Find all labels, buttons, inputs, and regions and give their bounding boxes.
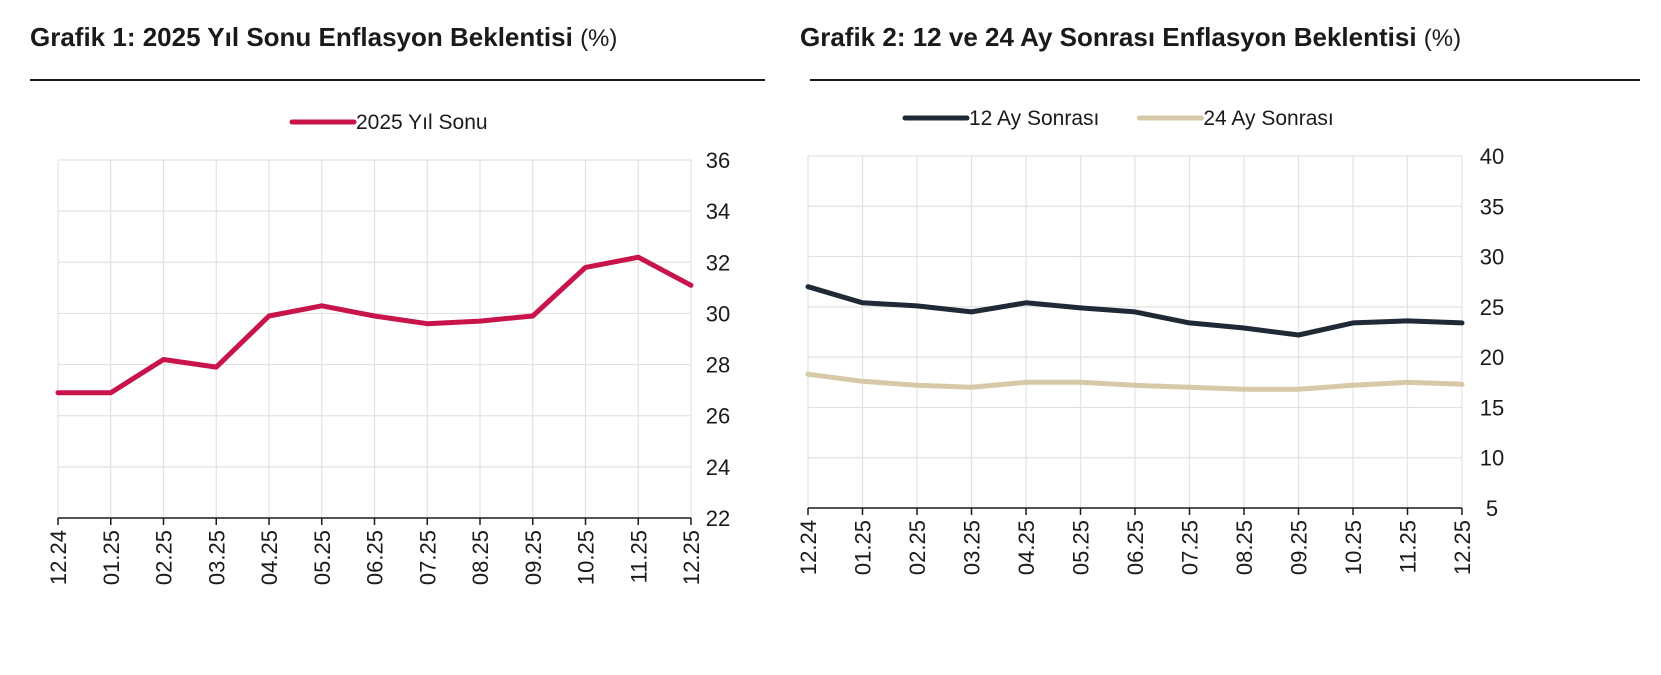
chart-2-x-tick-label: 10.25 — [1341, 520, 1366, 575]
chart-2-x-tick-label: 11.25 — [1396, 520, 1421, 573]
chart-1-x-tick-label: 01.25 — [99, 530, 124, 585]
chart-2-x-tick-label: 02.25 — [905, 520, 930, 575]
chart-1-x-tick-label: 07.25 — [415, 530, 440, 585]
chart-1-y-tick-label: 26 — [706, 404, 730, 429]
chart-2-x-tick-label: 06.25 — [1123, 520, 1148, 575]
chart-2-x-tick-label: 04.25 — [1014, 520, 1039, 575]
chart-2-x-tick-label: 12.24 — [796, 520, 821, 575]
chart-1-x-tick-label: 05.25 — [310, 530, 335, 585]
chart-1-x-tick-label: 12.25 — [679, 530, 704, 585]
chart-1-x-tick-label: 06.25 — [363, 530, 388, 585]
chart-1-unit: (%) — [580, 25, 618, 52]
chart-2-y-tick-label: 25 — [1480, 295, 1504, 320]
chart-2-series-1-line — [805, 284, 1465, 338]
chart-1-x-tick-label: 09.25 — [521, 530, 546, 585]
chart-2-unit: (%) — [1423, 25, 1462, 52]
chart-2-y-tick-label: 5 — [1486, 496, 1498, 521]
chart-2-y-tick-label: 35 — [1480, 194, 1504, 219]
chart-2-x-tick-label: 01.25 — [851, 520, 876, 575]
chart-2-y-tick-label: 20 — [1480, 345, 1504, 370]
chart-2-y-tick-label: 15 — [1480, 395, 1504, 420]
chart-1-legend-label-1: 2025 Yıl Sonu — [356, 111, 488, 134]
chart-1-y-tick-label: 32 — [706, 250, 730, 275]
chart-panel-1: Grafik 1: 2025 Yıl Sonu Enflasyon Beklen… — [0, 0, 780, 675]
chart-2-y-tick-label: 10 — [1480, 446, 1504, 471]
chart-1-y-tick-label: 34 — [706, 199, 730, 224]
chart-1-y-tick-label: 36 — [706, 148, 730, 173]
chart-2-title-rule — [810, 79, 1640, 81]
chart-2-x-tick-label: 03.25 — [960, 520, 985, 575]
chart-2-x-tick-label: 08.25 — [1232, 520, 1257, 575]
chart-2-y-tick-label: 40 — [1480, 144, 1504, 169]
chart-2-x-tick-label: 12.25 — [1450, 520, 1475, 575]
chart-1-title: Grafik 1: 2025 Yıl Sonu Enflasyon Beklen… — [30, 22, 618, 52]
chart-1-y-tick-label: 28 — [706, 353, 730, 378]
chart-1-x-tick-label: 12.24 — [46, 530, 71, 585]
chart-1-series-1-line — [55, 254, 694, 396]
chart-1-title-rule — [30, 79, 765, 81]
chart-1-y-tick-label: 22 — [706, 506, 730, 531]
chart-2-title: Grafik 2: 12 ve 24 Ay Sonrası Enflasyon … — [800, 22, 1462, 52]
chart-1-y-tick-label: 30 — [706, 301, 730, 326]
chart-1-x-tick-label: 10.25 — [574, 530, 599, 585]
chart-2-series-2-line — [805, 371, 1465, 392]
chart-2-x-tick-label: 09.25 — [1287, 520, 1312, 575]
chart-1-x-tick-label: 03.25 — [204, 530, 229, 585]
chart-2-y-tick-label: 30 — [1480, 245, 1504, 270]
chart-2-legend-label-1: 12 Ay Sonrası — [969, 107, 1099, 130]
chart-2-x-tick-label: 05.25 — [1069, 520, 1094, 575]
chart-panel-2: Grafik 2: 12 ve 24 Ay Sonrası Enflasyon … — [800, 0, 1661, 675]
chart-1-x-tick-label: 08.25 — [468, 530, 493, 585]
chart-2-legend-label-2: 24 Ay Sonrası — [1203, 107, 1333, 130]
chart-1-x-tick-label: 02.25 — [152, 530, 177, 585]
chart-1-y-tick-label: 24 — [706, 455, 730, 480]
chart-2-x-tick-label: 07.25 — [1178, 520, 1203, 575]
chart-1-x-tick-label: 04.25 — [257, 530, 282, 585]
chart-1-x-tick-label: 11.25 — [626, 530, 651, 583]
